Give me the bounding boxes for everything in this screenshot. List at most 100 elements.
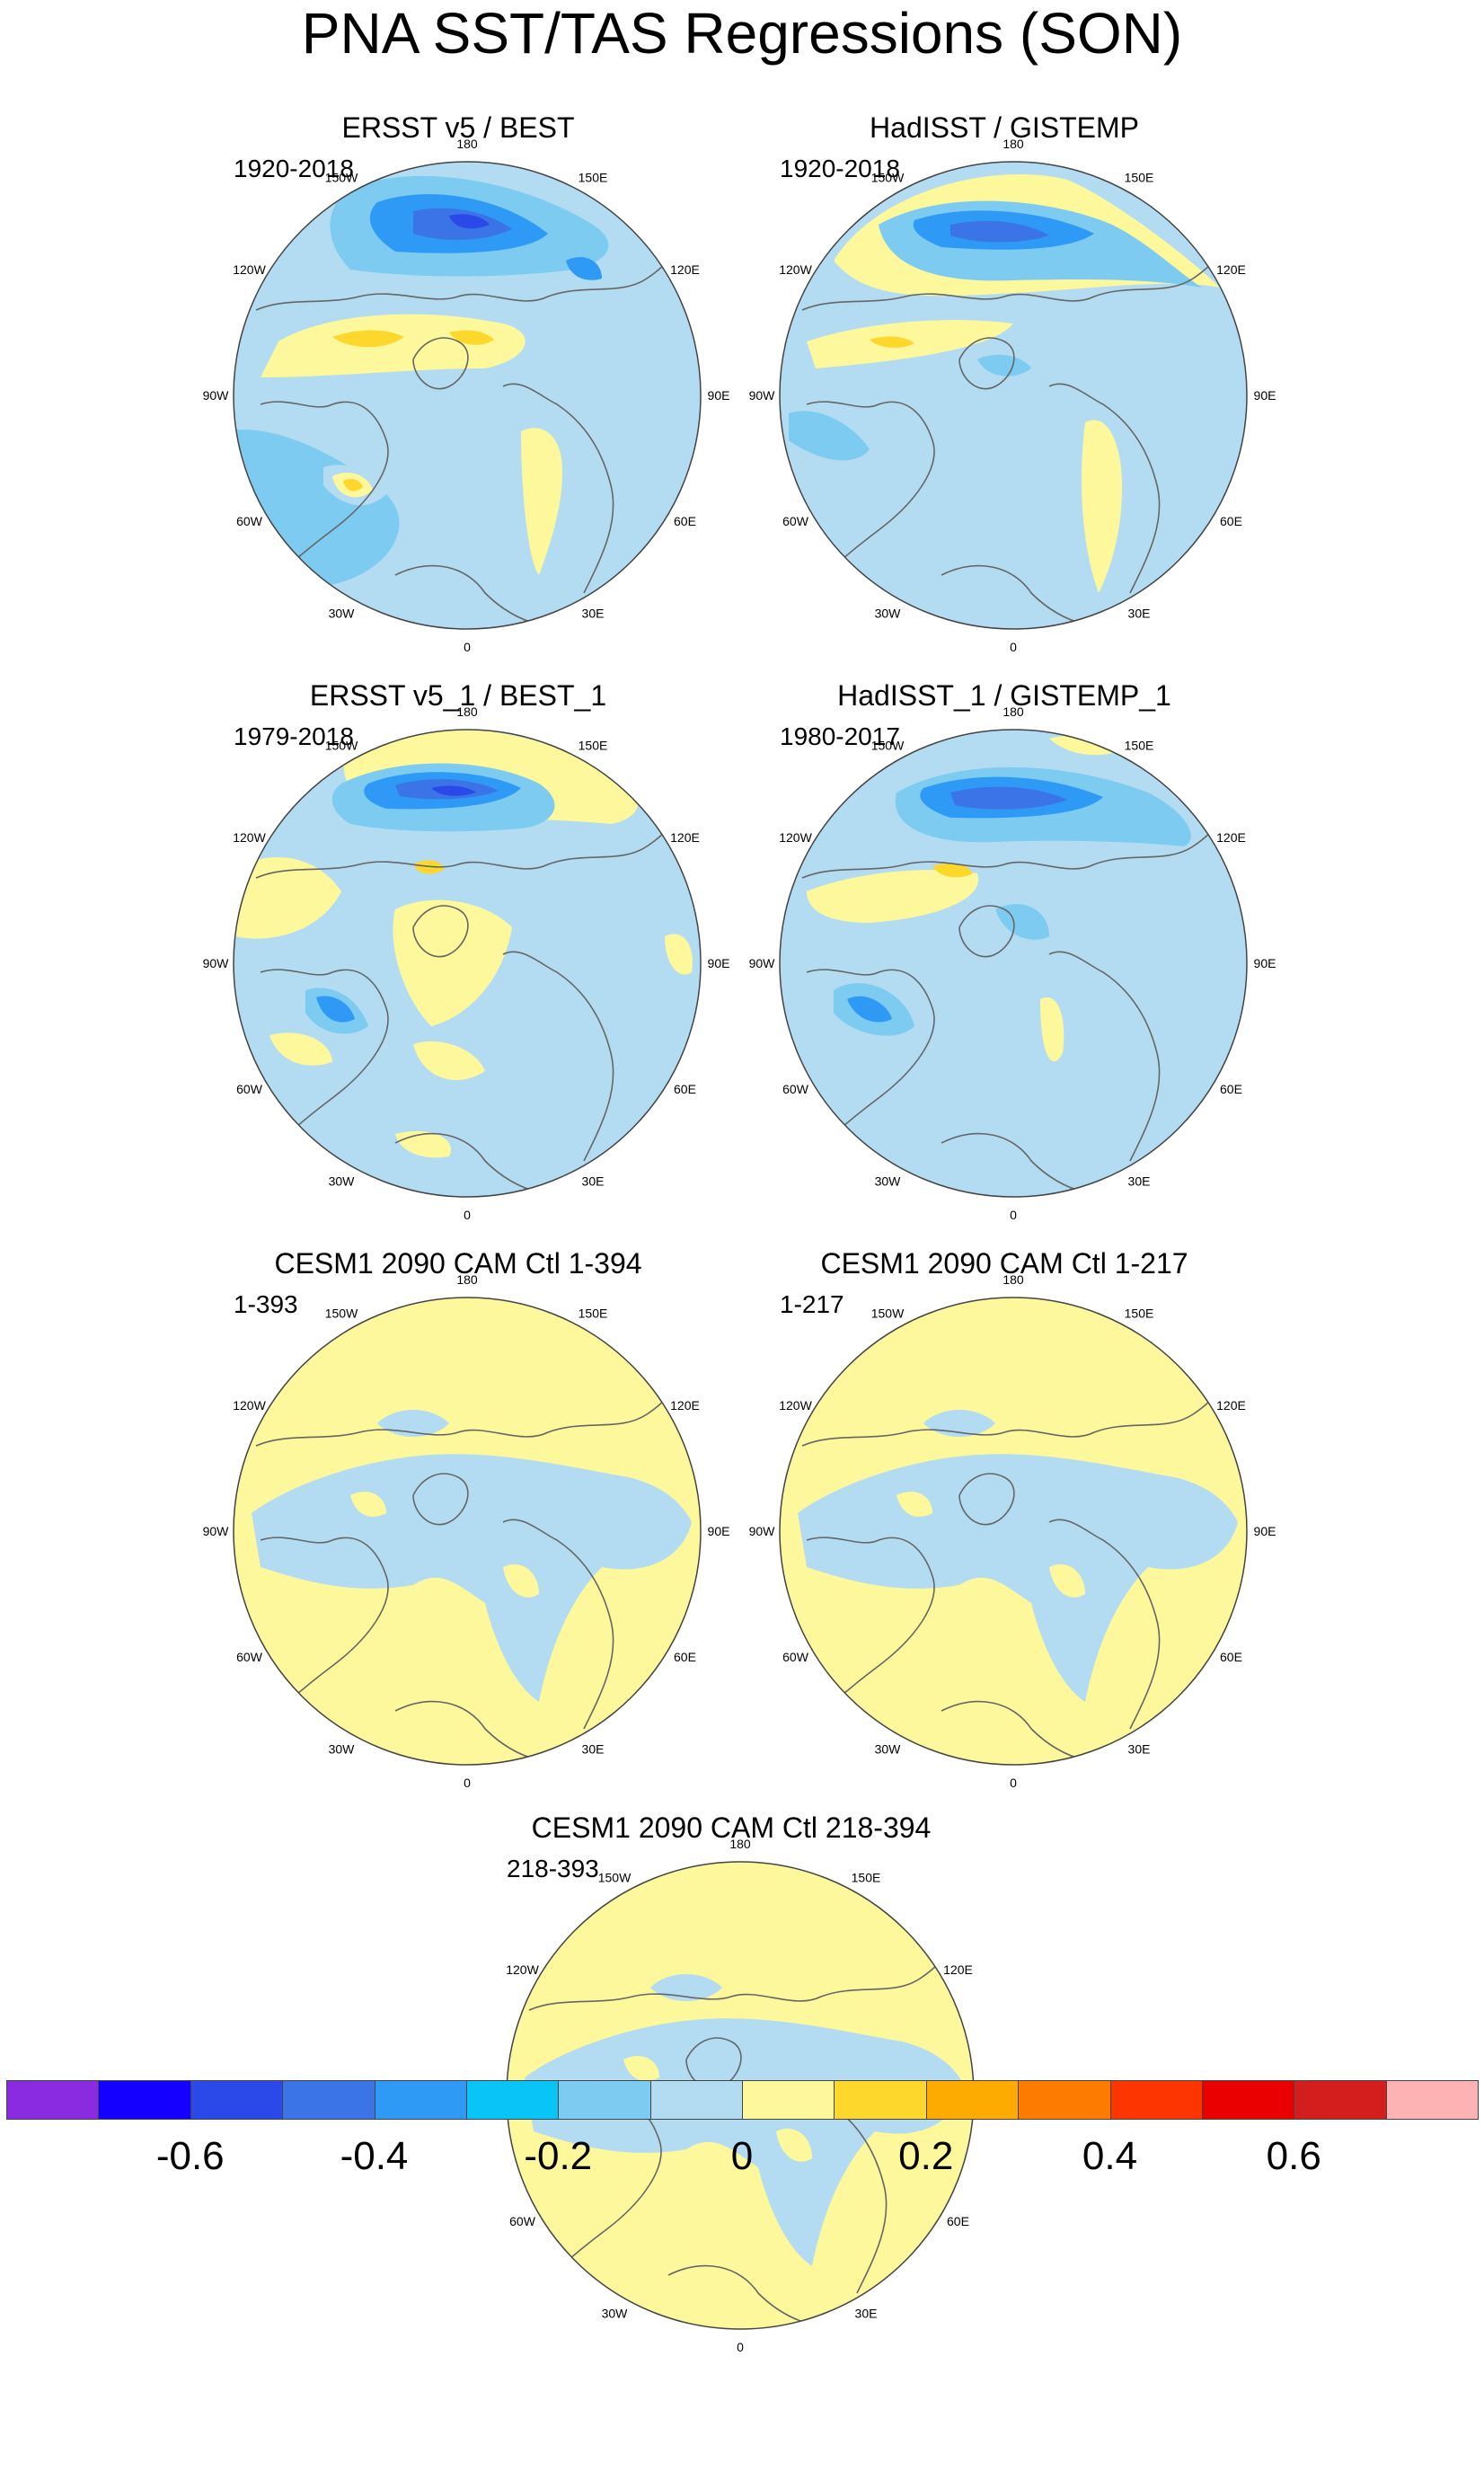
colorbar-swatch bbox=[190, 2080, 284, 2120]
longitude-label: 30W bbox=[329, 606, 356, 620]
map-border bbox=[233, 161, 702, 630]
panel-title: CESM1 2090 CAM Ctl 1-217 bbox=[820, 1247, 1188, 1280]
panel-period: 1920-2018 bbox=[780, 155, 900, 182]
main-title: PNA SST/TAS Regressions (SON) bbox=[301, 1, 1183, 66]
longitude-label: 150E bbox=[852, 1871, 881, 1885]
panel-title: HadISST_1 / GISTEMP_1 bbox=[837, 679, 1171, 712]
longitude-label: 150E bbox=[579, 171, 608, 185]
panel-period: 1920-2018 bbox=[234, 155, 354, 182]
longitude-label: 30E bbox=[582, 606, 605, 620]
longitude-label: 30E bbox=[1128, 1741, 1151, 1756]
longitude-label: 120E bbox=[1216, 1398, 1246, 1413]
colorbar-swatch bbox=[282, 2080, 375, 2120]
contour-region bbox=[897, 1492, 932, 1517]
longitude-label: 60E bbox=[1220, 1082, 1242, 1096]
colorbar-swatch bbox=[1109, 2080, 1203, 2120]
colorbar-tick-label: -0.2 bbox=[524, 2134, 593, 2178]
longitude-label: 0 bbox=[1010, 1208, 1017, 1222]
map-border bbox=[233, 1297, 702, 1766]
longitude-label: 90E bbox=[1254, 956, 1276, 970]
longitude-label: 60W bbox=[509, 2214, 536, 2228]
longitude-label: 150W bbox=[871, 739, 905, 753]
longitude-label: 180 bbox=[456, 704, 478, 719]
colorbar-swatch bbox=[1294, 2080, 1387, 2120]
polar-map: 180 150E 120E 90E 60E 30E 0 30W 60W 90W 120W 150W bbox=[749, 137, 1276, 654]
longitude-label: 60E bbox=[1220, 1650, 1242, 1664]
longitude-label: 90E bbox=[1254, 1524, 1276, 1538]
longitude-label: 180 bbox=[1003, 704, 1024, 719]
longitude-label: 90E bbox=[1254, 388, 1276, 403]
colorbar-swatch bbox=[1385, 2080, 1479, 2120]
longitude-label: 180 bbox=[1003, 1272, 1024, 1287]
coastline bbox=[528, 1951, 948, 2325]
longitude-label: 90E bbox=[708, 388, 730, 403]
longitude-label: 60E bbox=[674, 1650, 696, 1664]
contour-region bbox=[332, 330, 404, 348]
longitude-label: 120W bbox=[233, 262, 266, 277]
colorbar-tick-label: 0.2 bbox=[898, 2134, 954, 2178]
contour-region bbox=[847, 996, 892, 1023]
colorbar-swatch bbox=[1018, 2080, 1111, 2120]
contour-region bbox=[269, 1032, 332, 1066]
longitude-label: 180 bbox=[456, 1272, 478, 1287]
contour-region bbox=[776, 2128, 812, 2162]
longitude-label: 90W bbox=[749, 388, 776, 403]
longitude-label: 180 bbox=[456, 137, 478, 151]
longitude-label: 150W bbox=[871, 1307, 905, 1321]
contour-region bbox=[789, 411, 870, 461]
longitude-label: 60W bbox=[236, 1650, 263, 1664]
longitude-label: 120E bbox=[670, 1398, 700, 1413]
map-border bbox=[779, 161, 1248, 630]
coastline bbox=[255, 251, 675, 625]
longitude-label: 120E bbox=[670, 262, 700, 277]
colorbar-swatch bbox=[834, 2080, 927, 2120]
longitude-label: 30W bbox=[329, 1741, 356, 1756]
polar-map: 180 150E 120E 90E 60E 30E 0 30W 60W 90W 120W 150W bbox=[203, 137, 730, 654]
longitude-label: 30W bbox=[602, 2306, 629, 2320]
colorbar-tick-label: 0.4 bbox=[1082, 2134, 1138, 2178]
longitude-label: 120W bbox=[233, 830, 266, 845]
map-border bbox=[233, 729, 702, 1198]
polar-map: 180 150E 120E 90E 60E 30E 0 30W 60W 90W 120W 150W bbox=[749, 704, 1276, 1222]
contour-region bbox=[566, 257, 602, 280]
map-border bbox=[779, 729, 1248, 1198]
panel-title: ERSST v5_1 / BEST_1 bbox=[309, 679, 607, 712]
longitude-label: 60W bbox=[236, 1082, 263, 1096]
contour-region bbox=[234, 856, 341, 939]
longitude-label: 0 bbox=[464, 640, 471, 654]
map-border bbox=[779, 1297, 1248, 1766]
longitude-label: 0 bbox=[737, 2340, 744, 2354]
longitude-label: 30E bbox=[1128, 606, 1151, 620]
longitude-label: 60E bbox=[674, 514, 696, 528]
polar-map: 180 150E 120E 90E 60E 30E 0 30W 60W 90W 120W 150W bbox=[749, 1272, 1276, 1790]
panel-title: CESM1 2090 CAM Ctl 1-394 bbox=[274, 1247, 642, 1280]
longitude-label: 150E bbox=[579, 1307, 608, 1321]
longitude-label: 0 bbox=[1010, 1776, 1017, 1790]
panel-period: 1980-2017 bbox=[780, 722, 900, 750]
longitude-label: 0 bbox=[464, 1208, 471, 1222]
longitude-label: 150W bbox=[598, 1871, 632, 1885]
colorbar-swatch bbox=[649, 2080, 743, 2120]
longitude-label: 150W bbox=[325, 1307, 358, 1321]
longitude-label: 30E bbox=[582, 1174, 605, 1188]
longitude-label: 90W bbox=[203, 1524, 230, 1538]
panel-period: 1-217 bbox=[780, 1290, 844, 1318]
colorbar-swatch bbox=[1201, 2080, 1295, 2120]
panel-period: 1-393 bbox=[234, 1290, 298, 1318]
longitude-label: 120E bbox=[670, 830, 700, 845]
longitude-label: 90E bbox=[708, 1524, 730, 1538]
colorbar-tick-label: 0.6 bbox=[1266, 2134, 1321, 2178]
longitude-label: 30W bbox=[875, 1174, 902, 1188]
longitude-label: 60W bbox=[236, 514, 263, 528]
longitude-label: 60E bbox=[947, 2214, 969, 2228]
longitude-label: 150W bbox=[325, 171, 358, 185]
longitude-label: 30E bbox=[1128, 1174, 1151, 1188]
contour-region bbox=[932, 863, 973, 878]
longitude-label: 120E bbox=[943, 1962, 973, 1977]
regression-field-background bbox=[780, 730, 1247, 1197]
contour-region bbox=[665, 934, 693, 975]
colorbar-tick-label: -0.4 bbox=[340, 2134, 409, 2178]
polar-map: 180 150E 120E 90E 60E 30E 0 30W 60W 90W 120W 150W bbox=[203, 1272, 730, 1790]
longitude-label: 90W bbox=[203, 388, 230, 403]
contour-region bbox=[950, 786, 1067, 810]
